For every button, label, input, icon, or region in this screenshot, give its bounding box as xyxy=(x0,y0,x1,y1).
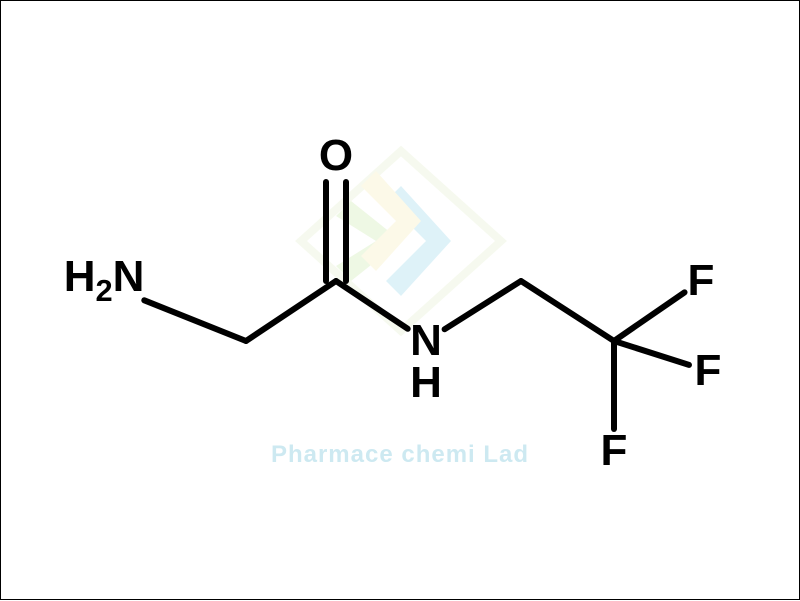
atom-F2: F xyxy=(695,349,722,393)
atom-N1: H2N xyxy=(64,255,145,307)
atom-F3: F xyxy=(601,429,628,473)
atom-F1: F xyxy=(688,259,715,303)
atom-O1: O xyxy=(319,134,353,178)
atom-N2-H: H xyxy=(410,361,442,405)
atom-N2: N xyxy=(410,319,442,363)
